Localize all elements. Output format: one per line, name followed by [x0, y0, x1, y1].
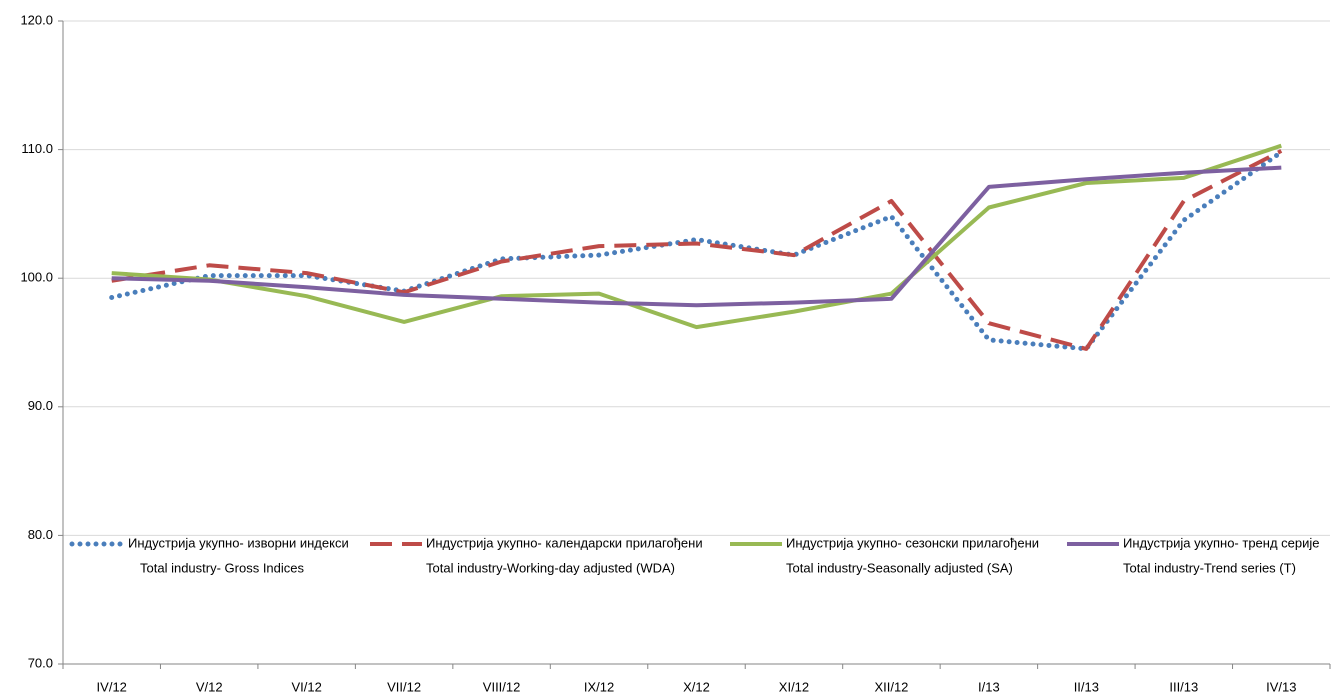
- x-tick-label: II/13: [1074, 679, 1099, 694]
- legend-label: Индустрија укупно- сезонски прилагођени: [786, 535, 1039, 550]
- series-line: [111, 149, 1283, 351]
- x-tick-label: XII/12: [874, 679, 908, 694]
- legend-label-en: Total industry-Trend series (T): [1123, 560, 1296, 575]
- x-tick-label: XI/12: [779, 679, 809, 694]
- x-tick-label: VI/12: [291, 679, 321, 694]
- y-tick-label: 70.0: [28, 655, 53, 670]
- x-tick-label: III/13: [1169, 679, 1198, 694]
- series-line: [111, 143, 1282, 330]
- y-tick-label: 110.0: [21, 141, 53, 156]
- legend-label: Индустрија укупно- изворни индекси: [128, 535, 349, 550]
- legend-label-en: Total industry-Seasonally adjusted (SA): [786, 560, 1013, 575]
- x-tick-label: VII/12: [387, 679, 421, 694]
- x-tick-label: X/12: [683, 679, 710, 694]
- y-tick-label: 120.0: [20, 12, 53, 27]
- x-tick-label: V/12: [196, 679, 223, 694]
- y-tick-label: 90.0: [28, 398, 53, 413]
- legend-label: Индустрија укупно- тренд серије: [1123, 535, 1320, 550]
- x-tick-label: IV/13: [1266, 679, 1296, 694]
- legend-label-en: Total industry-Working-day adjusted (WDA…: [426, 560, 675, 575]
- series-line: [111, 165, 1282, 308]
- x-tick-label: IV/12: [97, 679, 127, 694]
- x-tick-label: IX/12: [584, 679, 614, 694]
- legend-label-en: Total industry- Gross Indices: [140, 560, 305, 575]
- y-tick-label: 80.0: [28, 527, 53, 542]
- y-tick-label: 100.0: [20, 270, 53, 285]
- x-tick-label: VIII/12: [483, 679, 521, 694]
- legend-label: Индустрија укупно- календарски прилагође…: [426, 535, 703, 550]
- x-tick-label: I/13: [978, 679, 1000, 694]
